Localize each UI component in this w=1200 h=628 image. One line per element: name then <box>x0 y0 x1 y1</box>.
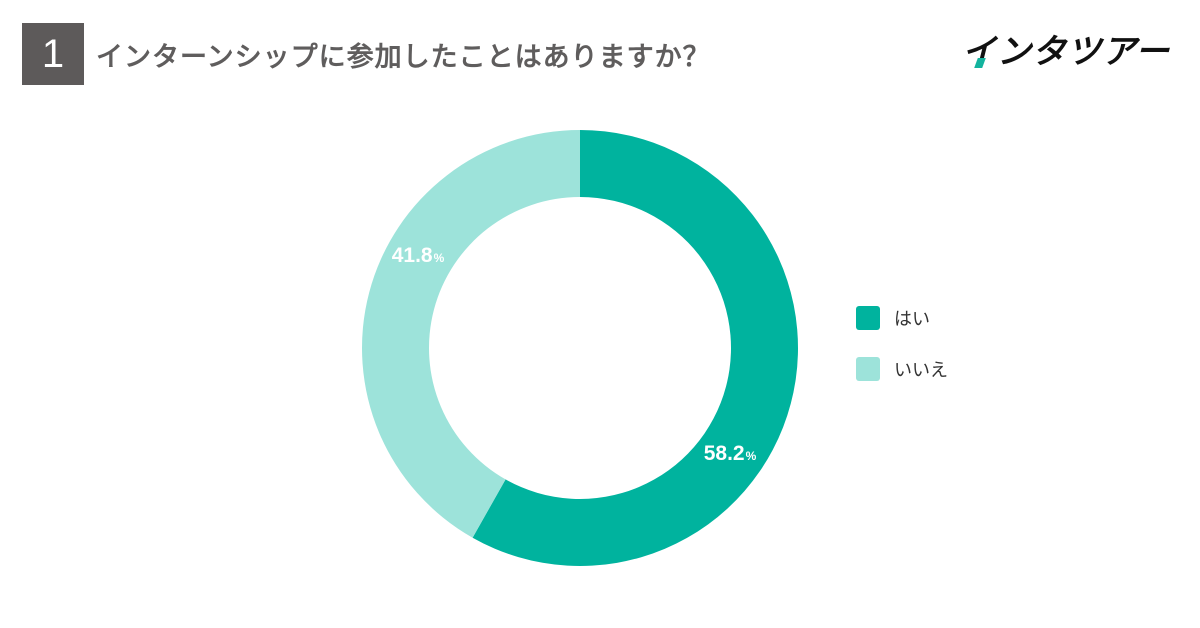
chart-legend: はい いいえ <box>856 305 948 407</box>
donut-slice-yes <box>472 130 798 566</box>
donut-slice-no <box>361 129 580 538</box>
brand-logo-text: インタツアー <box>962 31 1170 72</box>
legend-swatch-no <box>856 356 880 381</box>
question-number: 1 <box>41 31 65 76</box>
legend-label-no: いいえ <box>894 359 948 381</box>
data-label-no: 41.8% <box>392 244 445 267</box>
data-label-yes: 58.2% <box>704 442 757 465</box>
question-number-badge: 1 <box>22 23 84 85</box>
legend-item-no: いいえ <box>856 356 948 381</box>
legend-label-yes: はい <box>894 308 930 330</box>
legend-swatch-yes <box>856 305 880 330</box>
legend-item-yes: はい <box>856 305 948 330</box>
brand-logo: インタツアー <box>962 26 1172 72</box>
chart-title: インターンシップに参加したことはありますか？ <box>96 41 711 73</box>
